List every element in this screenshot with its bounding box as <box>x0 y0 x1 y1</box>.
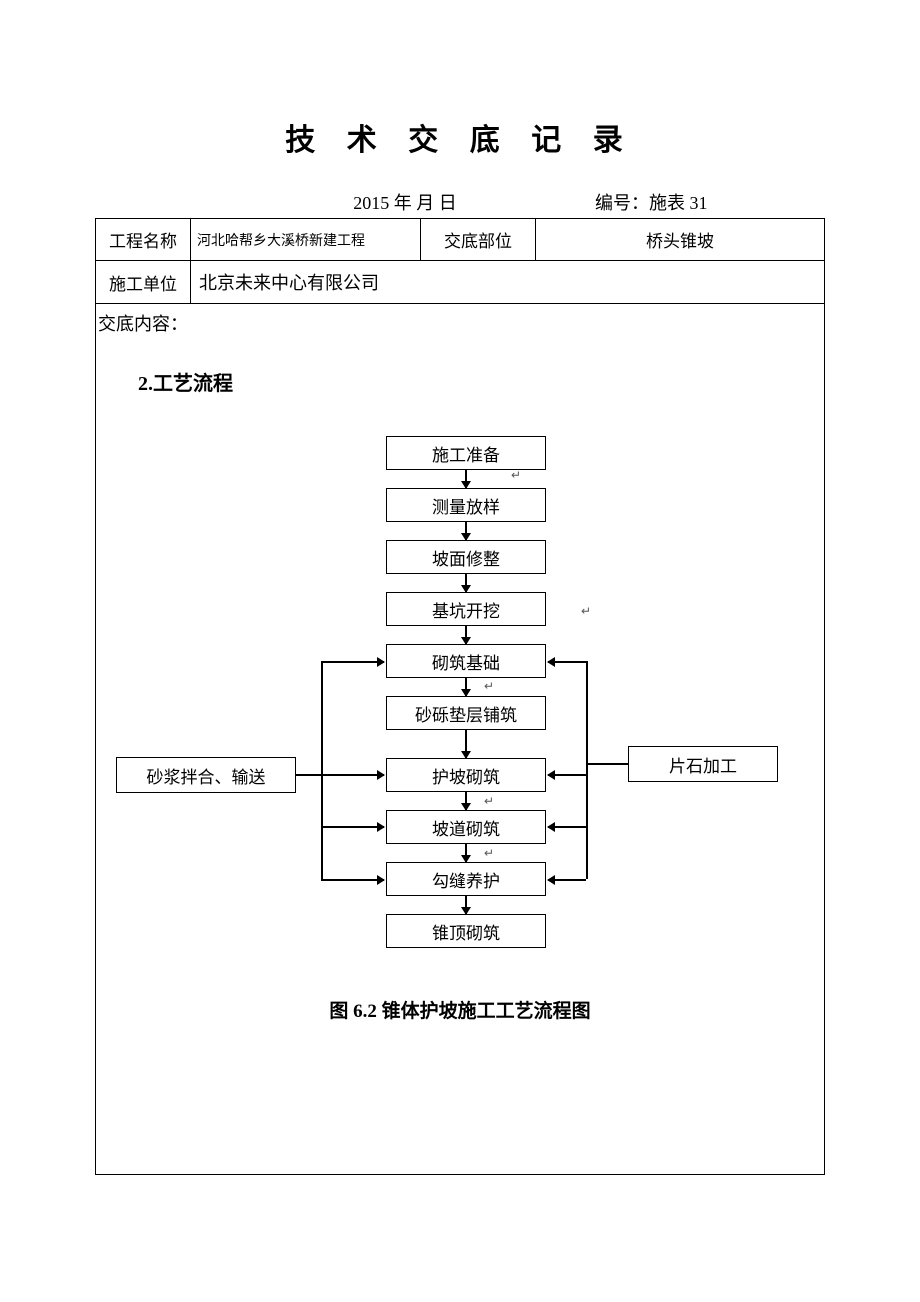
arrow-right-icon <box>321 774 384 776</box>
arrow-down-icon <box>465 574 467 592</box>
return-mark: ↵ <box>511 468 521 483</box>
content-area: 交底内容： 2.工艺流程 施工准备 ↵ 测量放样 坡面修整 基坑开挖 ↵ 砌筑基… <box>96 304 824 1174</box>
flow-node-protect: 护坡砌筑 <box>386 758 546 792</box>
arrow-down-icon <box>465 522 467 540</box>
position-label: 交底部位 <box>421 219 536 260</box>
flow-node-joint: 勾缝养护 <box>386 862 546 896</box>
info-table: 工程名称 河北哈帮乡大溪桥新建工程 交底部位 桥头锥坡 施工单位 北京未来中心有… <box>95 218 825 1175</box>
connector-line <box>321 661 323 879</box>
flow-node-foundation: 砌筑基础 <box>386 644 546 678</box>
arrow-down-icon <box>465 730 467 758</box>
arrow-left-icon <box>548 774 586 776</box>
arrow-left-icon <box>548 879 586 881</box>
unit-label: 施工单位 <box>96 261 191 303</box>
page-title: 技 术 交 底 记 录 <box>0 0 920 189</box>
arrow-right-icon <box>321 879 384 881</box>
flow-node-stone: 片石加工 <box>628 746 778 782</box>
arrow-down-icon <box>465 470 467 488</box>
connector-line <box>296 774 321 776</box>
flowchart: 施工准备 ↵ 测量放样 坡面修整 基坑开挖 ↵ 砌筑基础 ↵ 砂砾垫层铺筑 护坡… <box>96 426 824 1106</box>
connector-line <box>586 763 628 765</box>
arrow-down-icon <box>465 844 467 862</box>
connector-line <box>586 661 588 879</box>
project-label: 工程名称 <box>96 219 191 260</box>
flow-node-survey: 测量放样 <box>386 488 546 522</box>
arrow-down-icon <box>465 896 467 914</box>
arrow-down-icon <box>465 626 467 644</box>
meta-row: 2015 年 月 日 编号：施表 31 <box>0 189 920 218</box>
flow-node-mortar: 砂浆拌合、输送 <box>116 757 296 793</box>
date-text: 2015 年 月 日 <box>95 189 595 215</box>
arrow-down-icon <box>465 792 467 810</box>
flow-node-cone: 锥顶砌筑 <box>386 914 546 948</box>
flow-node-gravel: 砂砾垫层铺筑 <box>386 696 546 730</box>
return-mark: ↵ <box>484 846 494 861</box>
flow-node-pit: 基坑开挖 <box>386 592 546 626</box>
return-mark: ↵ <box>484 794 494 809</box>
project-value: 河北哈帮乡大溪桥新建工程 <box>191 219 421 260</box>
flow-node-ramp: 坡道砌筑 <box>386 810 546 844</box>
arrow-left-icon <box>548 661 586 663</box>
code-text: 编号：施表 31 <box>595 189 825 215</box>
position-value: 桥头锥坡 <box>536 219 824 260</box>
arrow-right-icon <box>321 826 384 828</box>
table-row: 工程名称 河北哈帮乡大溪桥新建工程 交底部位 桥头锥坡 <box>96 219 824 261</box>
figure-caption: 图 6.2 锥体护坡施工工艺流程图 <box>96 996 824 1023</box>
unit-value: 北京未来中心有限公司 <box>191 261 824 303</box>
flow-node-prep: 施工准备 <box>386 436 546 470</box>
content-label: 交底内容： <box>96 304 824 342</box>
return-mark: ↵ <box>581 604 591 619</box>
section-title: 2.工艺流程 <box>96 342 824 396</box>
return-mark: ↵ <box>484 679 494 694</box>
arrow-down-icon <box>465 678 467 696</box>
flow-node-slope: 坡面修整 <box>386 540 546 574</box>
table-row: 施工单位 北京未来中心有限公司 <box>96 261 824 304</box>
arrow-left-icon <box>548 826 586 828</box>
arrow-right-icon <box>321 661 384 663</box>
